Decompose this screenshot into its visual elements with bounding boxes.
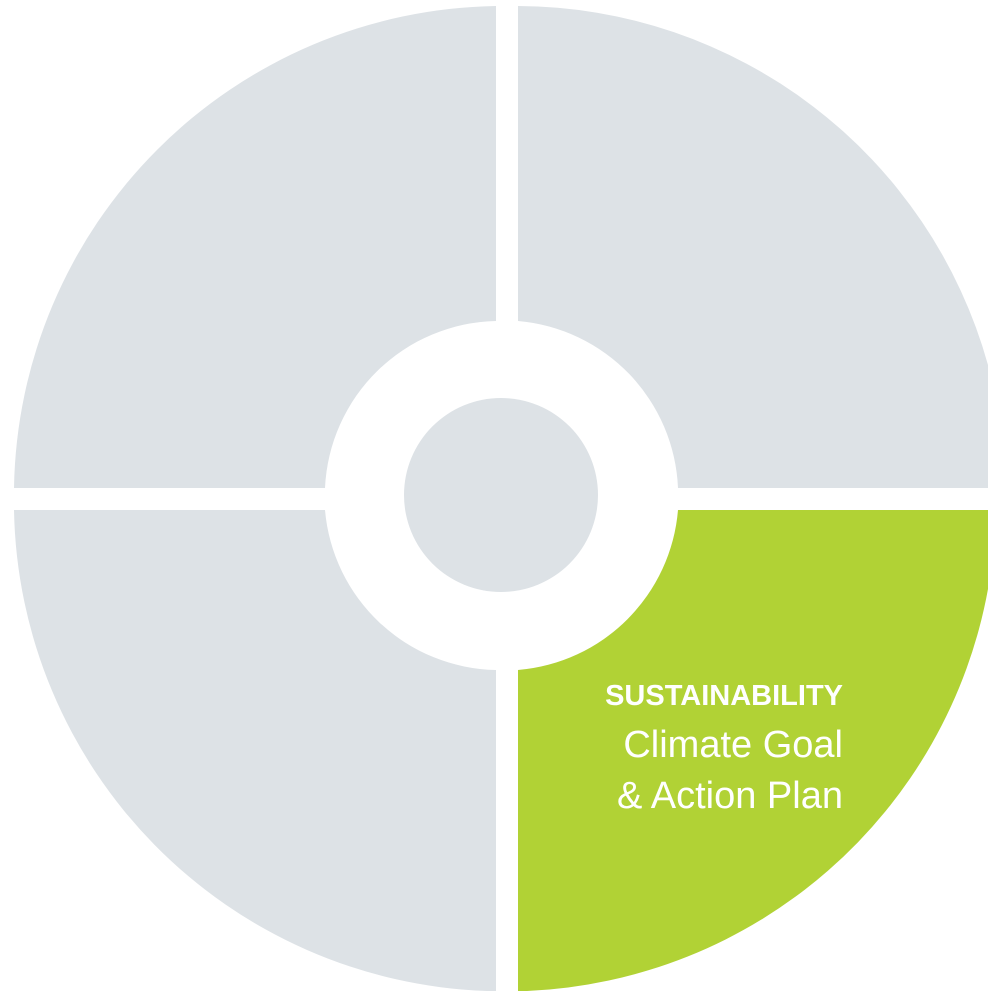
quadrant-top-right bbox=[518, 6, 988, 488]
quadrant-subtitle-line-2: & Action Plan bbox=[617, 775, 843, 817]
center-circle bbox=[404, 398, 598, 592]
quadrant-bottom-left bbox=[14, 510, 496, 991]
quadrant-bottom-right-sustainability bbox=[518, 510, 988, 991]
quadrant-subtitle-line-1: Climate Goal bbox=[623, 724, 843, 766]
quadrant-heading: SUSTAINABILITY bbox=[605, 680, 843, 712]
quadrant-top-left bbox=[14, 6, 496, 488]
